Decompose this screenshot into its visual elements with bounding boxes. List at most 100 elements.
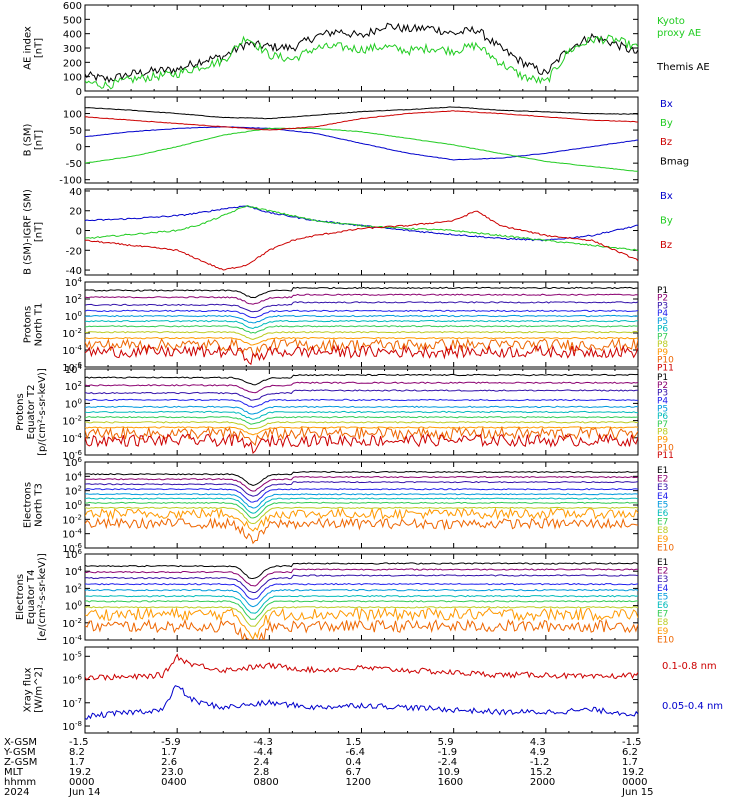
tick-label: 10-4 (62, 528, 82, 541)
axis-label: B (SM)-IGRF (SM) (23, 189, 34, 275)
legend-entry: Themis AE (656, 62, 710, 73)
tick-label: 10-6 (62, 542, 82, 555)
channel-line-E9 (85, 606, 638, 640)
legend-entry: E8 (657, 526, 669, 536)
series-line-1 (85, 685, 638, 720)
channel-line-E10 (85, 618, 638, 640)
channel-line-P2 (85, 293, 638, 305)
axis-label: [e/(cm²-s-sr-keV)] (37, 553, 48, 641)
legend-entry: Bmag (660, 156, 689, 167)
tick-label: 20 (69, 207, 82, 218)
legend-entry: E4 (657, 584, 669, 594)
panel-frame (84, 646, 639, 734)
axis-label: Electrons (23, 482, 34, 528)
x-axis-row-label: X-GSM (4, 737, 37, 748)
tick-label: 10-4 (62, 432, 82, 445)
legend-entry: E2 (657, 567, 668, 577)
legend-entry: P4 (657, 396, 668, 406)
channel-line-P10 (85, 425, 638, 447)
x-axis-tick-label: -4.3 (253, 737, 273, 748)
series-line-3 (85, 110, 638, 131)
tick-label: 102 (65, 582, 82, 595)
tick-label: 10-2 (62, 415, 82, 428)
tick-label: 0 (76, 87, 82, 98)
x-axis-tick-label: -4.4 (253, 747, 273, 758)
axis-label: [p/(cm²-s-sr-keV)] (37, 368, 48, 456)
x-axis-row-label: 2024 (4, 787, 29, 798)
tick-label: 102 (65, 293, 82, 306)
legend-entry: P1 (657, 286, 668, 296)
legend-entry: P2 (657, 294, 668, 304)
tick-label: 10-2 (62, 327, 82, 340)
x-axis-tick-label: 2.8 (253, 767, 269, 778)
legend-entry: P9 (657, 436, 668, 446)
legend-entry: Bx (660, 191, 673, 202)
panel-frame (84, 461, 639, 549)
tick-label: 104 (65, 470, 83, 483)
legend-entry: E1 (657, 466, 668, 476)
axis-label: B (SM) (23, 123, 34, 156)
x-axis-tick-label: 15.2 (530, 767, 552, 778)
legend-entry: E3 (657, 575, 668, 585)
x-axis-tick-label: 1.7 (161, 747, 177, 758)
legend-entry: P10 (657, 443, 674, 453)
tick-label: 500 (63, 15, 82, 26)
tick-label: 102 (65, 485, 82, 498)
axis-label: Equator T4 (26, 570, 37, 625)
x-axis-tick-label: -1.5 (622, 737, 642, 748)
x-axis-tick-label: 6.7 (346, 767, 362, 778)
x-axis-tick-label: 23.0 (161, 767, 183, 778)
channel-line-P11 (85, 432, 638, 454)
legend-entry: P9 (657, 348, 668, 358)
x-axis-tick-label: -1.2 (530, 757, 550, 768)
legend-entry: Bz (660, 240, 672, 251)
channel-line-P3 (85, 301, 638, 313)
panel-frame (84, 96, 639, 184)
tick-label: 0 (76, 143, 82, 154)
legend-entry: E5 (657, 500, 668, 510)
channel-line-E8 (85, 506, 638, 525)
channel-line-P2 (85, 381, 638, 394)
panel-ae: 0 100 200 300 400 500 600 AE index [nT] Kyotoprox… (23, 1, 710, 98)
channel-line-P8 (85, 330, 638, 341)
x-axis-tick-label: 0800 (253, 777, 278, 788)
tick-label: 10-6 (62, 361, 82, 374)
tick-label: 50 (69, 126, 82, 137)
channel-line-P3 (85, 389, 638, 401)
axis-label: Protons (15, 393, 26, 430)
channel-line-P7 (85, 415, 638, 425)
channel-line-P5 (85, 314, 638, 324)
x-axis-tick-label: 4.9 (530, 747, 546, 758)
x-axis-tick-label: -2.4 (438, 757, 458, 768)
tick-label: 104 (65, 363, 83, 376)
channel-line-E3 (85, 480, 638, 497)
legend-entry: proxy AE (657, 28, 701, 39)
x-axis-tick-label: -5.9 (161, 737, 181, 748)
channel-line-P5 (85, 405, 638, 415)
channel-line-P4 (85, 309, 638, 319)
legend-entry: P4 (657, 309, 668, 319)
axis-label: Protons (23, 306, 34, 343)
series-line-0 (85, 205, 638, 242)
channel-line-P6 (85, 410, 638, 420)
legend-entry: E9 (657, 535, 669, 545)
channel-line-E3 (85, 574, 638, 593)
x-axis-row-label: MLT (4, 767, 24, 778)
axis-label: Equator T2 (26, 385, 37, 440)
legend-entry: P5 (657, 317, 668, 327)
x-axis-tick-label: 0000 (622, 777, 647, 788)
series-line-0 (85, 106, 638, 120)
legend-entry: By (660, 216, 673, 227)
channel-line-E1 (85, 470, 638, 487)
legend-entry: E8 (657, 618, 669, 628)
x-axis-tick-label: -1.9 (438, 747, 458, 758)
panel-bresid: -40 -20 0 20 40 B (SM)-IGRF (SM) [nT] Bx By Bz (23, 187, 673, 277)
tick-label: -100 (59, 176, 82, 187)
legend-entry: P11 (657, 451, 674, 461)
legend-entry: E2 (657, 475, 668, 485)
tick-label: 100 (65, 397, 82, 410)
x-axis-row-label: hhmm (4, 777, 36, 788)
channel-line-E4 (85, 488, 638, 503)
axis-label: [nT] (34, 38, 45, 58)
